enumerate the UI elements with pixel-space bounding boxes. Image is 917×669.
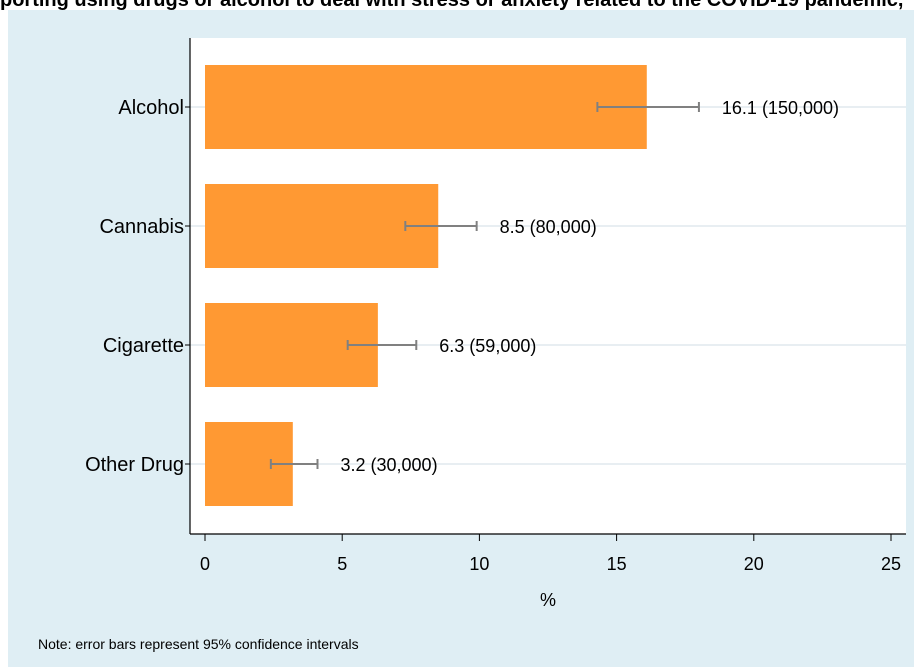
chart-note: Note: error bars represent 95% confidenc… xyxy=(38,636,359,652)
data-labels-group: 16.1 (150,000) 8.5 (80,000) 6.3 (59,000) 3.… xyxy=(341,98,840,475)
x-ticks-group: 0 5 10 15 20 25 xyxy=(200,534,901,574)
data-label-other-drug: 3.2 (30,000) xyxy=(341,455,438,475)
x-tick-label-20: 20 xyxy=(744,554,764,574)
x-tick-label-25: 25 xyxy=(881,554,901,574)
chart-title: porting using drugs or alcohol to deal w… xyxy=(0,0,917,10)
y-tick-label-cigarette: Cigarette xyxy=(103,335,184,357)
x-tick-label-5: 5 xyxy=(337,554,347,574)
bar-cannabis xyxy=(205,184,439,268)
y-tick-label-alcohol: Alcohol xyxy=(118,97,184,119)
x-tick-label-15: 15 xyxy=(607,554,627,574)
y-tick-label-other-drug: Other Drug xyxy=(85,454,184,476)
chart-title-text: porting using drugs or alcohol to deal w… xyxy=(0,0,904,10)
bar-alcohol xyxy=(205,65,647,149)
error-bars-group xyxy=(269,102,700,469)
y-ticks-group: Alcohol Cannabis Cigarette Other Drug xyxy=(85,97,190,476)
x-tick-label-10: 10 xyxy=(469,554,489,574)
y-tick-label-cannabis: Cannabis xyxy=(99,216,184,238)
axes xyxy=(189,38,906,535)
data-label-cigarette: 6.3 (59,000) xyxy=(439,336,536,356)
x-axis-label: % xyxy=(540,590,556,610)
data-label-alcohol: 16.1 (150,000) xyxy=(722,98,839,118)
data-label-cannabis: 8.5 (80,000) xyxy=(500,217,597,237)
x-tick-label-0: 0 xyxy=(200,554,210,574)
